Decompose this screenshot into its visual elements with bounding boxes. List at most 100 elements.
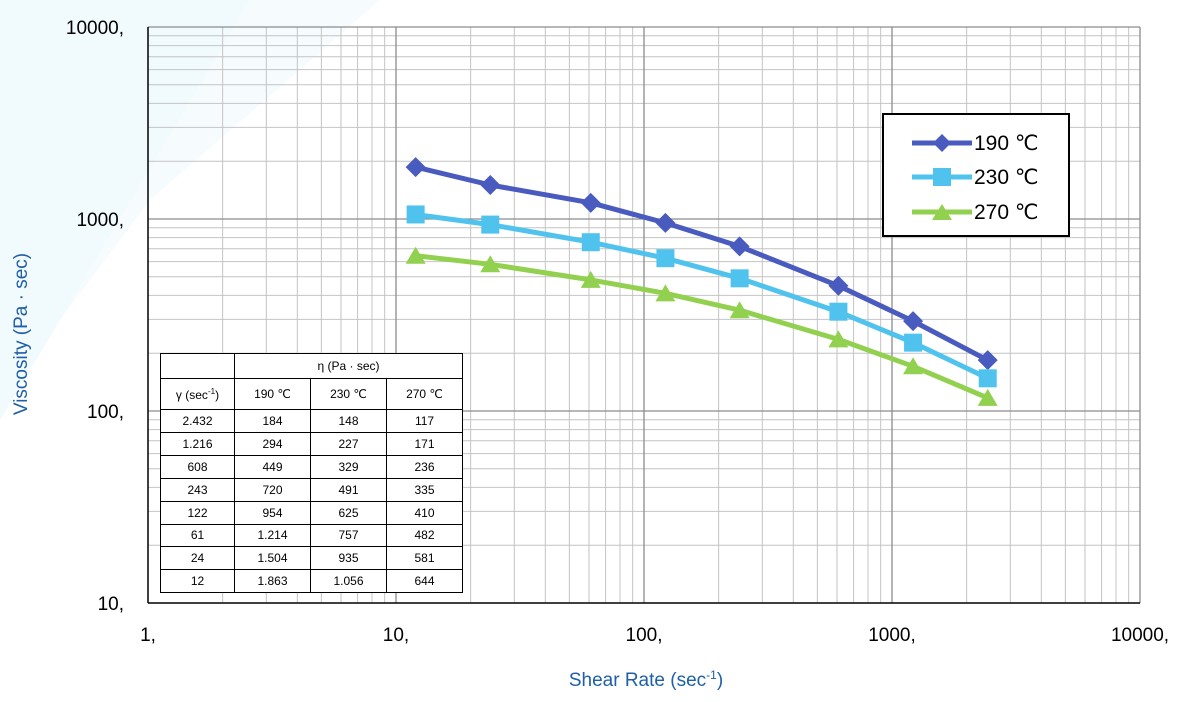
table-viscosity-cell: 410 xyxy=(385,500,464,525)
table-row: 608 449 329 236 xyxy=(160,455,464,479)
x-axis-title-sup: -1 xyxy=(706,667,717,682)
table-row: 24 1.504 935 581 xyxy=(160,546,464,571)
table-col-header: 270 ℃ xyxy=(385,377,464,411)
data-point-triangle xyxy=(580,270,601,288)
legend-marker-diamond xyxy=(912,134,972,152)
table-shear-rate-cell: 2.432 xyxy=(160,409,235,434)
data-point-triangle xyxy=(655,284,676,302)
table-viscosity-cell: 625 xyxy=(310,500,387,525)
data-point-triangle xyxy=(729,301,750,319)
table-row: 243 720 491 335 xyxy=(160,477,464,502)
table-corner-cell xyxy=(160,353,235,379)
data-point-diamond xyxy=(729,236,750,257)
x-tick-label: 1, xyxy=(140,625,156,646)
y-axis-title: Viscosity (Pa · sec) xyxy=(11,252,32,416)
data-point-square xyxy=(904,333,923,352)
col0-header-sup: -1 xyxy=(207,386,216,396)
table-viscosity-cell: 482 xyxy=(385,523,464,548)
table-viscosity-cell: 171 xyxy=(385,432,464,457)
table-viscosity-cell: 644 xyxy=(385,569,464,593)
table-col0-header: γ (sec-1) xyxy=(160,377,235,411)
table-shear-rate-cell: 1.216 xyxy=(160,432,235,457)
table-viscosity-cell: 720 xyxy=(234,477,311,502)
y-tick-label: 100, xyxy=(87,402,124,423)
legend-marker-triangle xyxy=(912,204,972,220)
table-viscosity-cell: 757 xyxy=(310,523,387,548)
data-point-square xyxy=(978,369,997,388)
table-row: 61 1.214 757 482 xyxy=(160,523,464,548)
table-header-row-1: η (Pa · sec) xyxy=(160,353,464,379)
table-viscosity-cell: 329 xyxy=(310,455,387,479)
legend-item-190: 190 ℃ xyxy=(884,125,1068,161)
col0-header-text: γ (sec xyxy=(175,387,208,402)
data-point-square xyxy=(656,249,675,268)
legend: 190 ℃ 230 ℃ 270 ℃ xyxy=(882,113,1070,237)
y-tick-label: 10, xyxy=(98,594,124,615)
y-tick-label: 1000, xyxy=(76,210,124,231)
data-point-square xyxy=(481,215,500,234)
x-tick-label: 1000, xyxy=(868,625,916,646)
legend-label: 190 ℃ xyxy=(974,131,1039,155)
data-point-diamond xyxy=(977,350,998,371)
data-point-triangle xyxy=(405,246,426,264)
table-viscosity-cell: 148 xyxy=(310,409,387,434)
data-point-square xyxy=(406,205,425,224)
data-point-triangle xyxy=(903,357,924,375)
table-shear-rate-cell: 122 xyxy=(160,500,235,525)
table-shear-rate-cell: 243 xyxy=(160,477,235,502)
table-shear-rate-cell: 24 xyxy=(160,546,235,571)
axes xyxy=(147,27,1140,604)
data-point-diamond xyxy=(405,157,426,178)
table-shear-rate-cell: 61 xyxy=(160,523,235,548)
y-tick-label: 10000, xyxy=(66,18,124,39)
x-axis-title: Shear Rate (sec-1) xyxy=(569,668,723,692)
x-axis-title-suffix: ) xyxy=(716,670,724,692)
table-viscosity-cell: 335 xyxy=(385,477,464,502)
x-tick-labels: 1, 10, 100, 1000, 10000, xyxy=(140,625,1169,646)
series-line xyxy=(415,253,989,401)
table-row: 12 1.863 1.056 644 xyxy=(160,569,464,593)
table-row: 1.216 294 227 171 xyxy=(160,432,464,457)
legend-label: 230 ℃ xyxy=(974,165,1039,189)
table-row: 122 954 625 410 xyxy=(160,500,464,525)
table-viscosity-cell: 184 xyxy=(234,409,311,434)
data-point-diamond xyxy=(655,212,676,233)
table-col-header: 230 ℃ xyxy=(310,377,387,411)
table-viscosity-cell: 1.504 xyxy=(234,546,311,571)
table-viscosity-cell: 1.863 xyxy=(234,569,311,593)
table-viscosity-cell: 117 xyxy=(385,409,464,434)
data-point-diamond xyxy=(828,275,849,296)
table-viscosity-cell: 935 xyxy=(310,546,387,571)
table-shear-rate-cell: 608 xyxy=(160,455,235,479)
table-header-row-2: γ (sec-1) 190 ℃ 230 ℃ 270 ℃ xyxy=(160,377,464,411)
table-col-header: 190 ℃ xyxy=(234,377,311,411)
table-viscosity-cell: 954 xyxy=(234,500,311,525)
table-viscosity-cell: 1.214 xyxy=(234,523,311,548)
data-point-triangle xyxy=(977,388,998,406)
table-viscosity-cell: 227 xyxy=(310,432,387,457)
legend-label: 270 ℃ xyxy=(974,200,1039,224)
data-point-diamond xyxy=(903,311,924,332)
series-line xyxy=(415,164,989,363)
x-tick-label: 10000, xyxy=(1111,625,1169,646)
data-point-triangle xyxy=(480,255,501,273)
table-shear-rate-cell: 12 xyxy=(160,569,235,593)
data-point-square xyxy=(581,233,600,252)
data-point-diamond xyxy=(580,192,601,213)
legend-marker-square xyxy=(912,168,972,186)
x-axis-title-text: Shear Rate (sec xyxy=(568,670,707,692)
data-table: η (Pa · sec) γ (sec-1) 190 ℃ 230 ℃ 270 ℃… xyxy=(160,353,464,593)
series-layer xyxy=(405,157,998,406)
table-viscosity-cell: 449 xyxy=(234,455,311,479)
table-viscosity-cell: 491 xyxy=(310,477,387,502)
data-point-square xyxy=(829,302,848,321)
x-tick-label: 100, xyxy=(626,625,663,646)
series-line xyxy=(415,212,989,381)
col0-header-suffix: ) xyxy=(215,387,220,402)
table-viscosity-cell: 581 xyxy=(385,546,464,571)
table-viscosity-cell: 294 xyxy=(234,432,311,457)
data-point-square xyxy=(730,269,749,288)
table-viscosity-cell: 236 xyxy=(385,455,464,479)
table-row: 2.432 184 148 117 xyxy=(160,409,464,434)
